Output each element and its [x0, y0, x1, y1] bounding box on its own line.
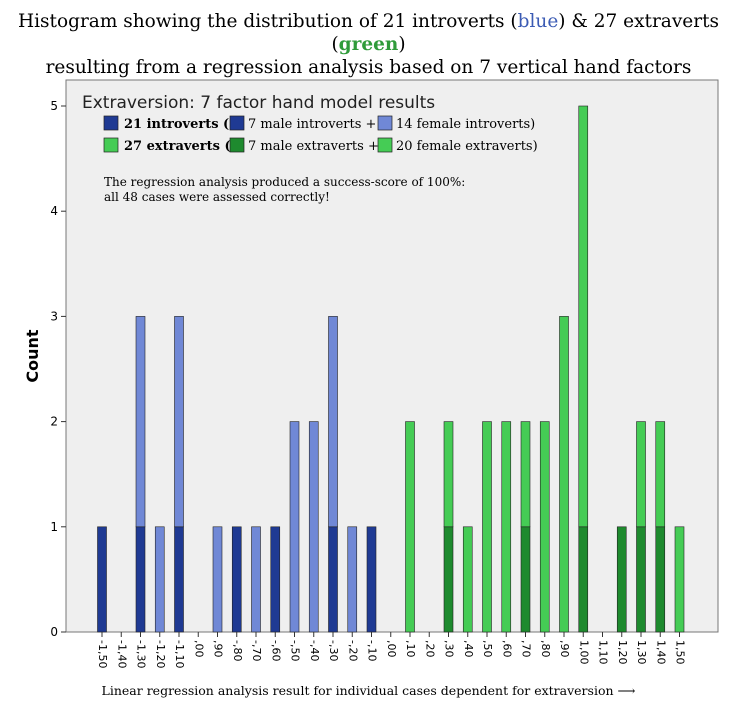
title-text-a: Histogram showing the distribution of 21… — [17, 11, 518, 32]
x-tick-label: 1,00 — [577, 640, 590, 665]
figure-title: Histogram showing the distribution of 21… — [0, 10, 737, 79]
legend-swatch — [377, 137, 393, 153]
bar-segment — [347, 526, 358, 633]
legend-swatch — [103, 115, 119, 131]
x-tick-label: -1,40 — [115, 640, 128, 668]
bar-segment — [559, 316, 569, 633]
y-tick-label: 0 — [50, 625, 58, 639]
bar-segment — [154, 526, 165, 633]
y-tick-label: 1 — [50, 520, 58, 534]
legend-label: 27 extraverts ( — [124, 139, 231, 154]
title-text-b: ) & 27 extraverts ( — [331, 11, 720, 55]
x-tick-label: -1,20 — [154, 640, 167, 668]
y-tick-label: 2 — [50, 415, 58, 429]
x-tick-label: -1,30 — [135, 640, 148, 668]
legend-label: 14 female introverts) — [396, 117, 535, 132]
x-tick-label: 1,20 — [616, 640, 629, 665]
bar-segment — [270, 526, 281, 633]
bar-segment — [655, 526, 666, 633]
x-tick-label: ,90 — [212, 640, 225, 658]
x-tick-label: -,40 — [308, 640, 321, 661]
x-tick-label: -1,50 — [96, 640, 109, 668]
bar-segment — [539, 421, 550, 633]
bar-segment — [328, 526, 338, 633]
x-tick-label: ,50 — [481, 640, 494, 658]
title-line-1: Histogram showing the distribution of 21… — [0, 10, 737, 56]
bar-segment — [636, 526, 646, 633]
bar-segment — [251, 526, 261, 633]
x-tick-label: ,70 — [520, 640, 533, 658]
x-tick-label: ,00 — [385, 640, 398, 658]
bar-segment — [135, 526, 146, 633]
legend-swatch — [229, 137, 245, 153]
x-tick-label: -,80 — [231, 640, 244, 661]
x-tick-label: -1,10 — [173, 640, 186, 668]
x-tick-label: 1,10 — [597, 640, 610, 665]
x-tick-label: ,10 — [404, 640, 417, 658]
legend-swatch — [377, 115, 393, 131]
x-tick-label: ,90 — [558, 640, 571, 658]
x-tick-label: ,80 — [539, 640, 552, 658]
bar-segment — [482, 421, 492, 633]
bar-segment — [231, 526, 242, 633]
legend-label: 21 introverts ( — [124, 117, 229, 132]
legend-swatch — [103, 137, 119, 153]
bar-segment — [616, 526, 627, 633]
x-axis-label-text: Linear regression analysis result for in… — [101, 683, 614, 698]
y-tick-label: 3 — [50, 309, 58, 323]
title-word-blue: blue — [517, 11, 559, 32]
arrow-right-icon: ⟶ — [617, 683, 636, 698]
bar-segment — [462, 526, 473, 633]
bar-segment — [501, 421, 512, 633]
x-tick-label: -,10 — [366, 640, 379, 661]
x-tick-label: -,70 — [250, 640, 263, 661]
y-tick-label: 5 — [50, 99, 58, 113]
y-tick-label: 4 — [50, 204, 58, 218]
bar-segment — [328, 316, 338, 528]
bar-segment — [443, 526, 454, 633]
x-tick-label: ,60 — [500, 640, 513, 658]
annotation-text: The regression analysis produced a succe… — [104, 175, 465, 189]
bar-segment — [443, 421, 454, 528]
x-tick-label: 1,30 — [635, 640, 648, 665]
legend-label: 7 male extraverts + — [248, 139, 379, 154]
legend-label: 7 male introverts + — [248, 117, 376, 132]
bar-segment — [520, 421, 531, 528]
x-tick-label: -,30 — [327, 640, 340, 661]
x-tick-label: -,20 — [346, 640, 359, 661]
y-axis-label: Count — [23, 329, 42, 383]
bar-segment — [578, 105, 589, 528]
bar-segment — [289, 421, 300, 633]
bar-segment — [636, 421, 646, 528]
bar-segment — [308, 421, 319, 633]
bar-segment — [520, 526, 531, 633]
title-word-green: green — [338, 34, 399, 55]
x-tick-label: -,60 — [269, 640, 282, 661]
title-text-c: ) — [398, 34, 406, 55]
bar-segment — [212, 526, 223, 633]
x-tick-label: -,50 — [289, 640, 302, 661]
bar-segment — [674, 526, 685, 633]
x-tick-label: 1,50 — [674, 640, 687, 665]
bar-segment — [578, 526, 589, 633]
title-line-2: resulting from a regression analysis bas… — [45, 57, 692, 78]
bar-segment — [655, 421, 666, 528]
annotation-text: all 48 cases were assessed correctly! — [104, 190, 330, 204]
bar-segment — [366, 526, 377, 633]
bar-segment — [174, 316, 184, 528]
x-tick-label: ,40 — [462, 640, 475, 658]
legend-label: 20 female extraverts) — [396, 139, 538, 154]
legend-swatch — [229, 115, 245, 131]
x-tick-label: ,00 — [192, 640, 205, 658]
bar-segment — [405, 421, 415, 633]
x-tick-label: 1,40 — [654, 640, 667, 665]
chart-title: Extraversion: 7 factor hand model result… — [82, 93, 435, 113]
bar-segment — [135, 316, 146, 528]
bar-segment — [97, 526, 107, 633]
x-tick-label: ,20 — [423, 640, 436, 658]
x-tick-label: ,30 — [443, 640, 456, 658]
x-axis-label: Linear regression analysis result for in… — [0, 683, 737, 698]
bar-segment — [174, 526, 184, 633]
